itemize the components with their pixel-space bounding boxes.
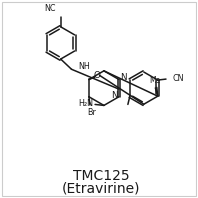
Text: H₂N: H₂N — [79, 99, 94, 108]
Text: O: O — [94, 71, 101, 80]
Text: CN: CN — [172, 74, 184, 83]
Text: TMC125: TMC125 — [73, 168, 129, 183]
Text: NC: NC — [44, 5, 56, 13]
Text: NH: NH — [78, 62, 89, 71]
Text: Me: Me — [149, 76, 160, 85]
Text: (Etravirine): (Etravirine) — [62, 181, 140, 195]
Text: Br: Br — [87, 108, 96, 117]
Text: N: N — [120, 73, 127, 82]
Text: N: N — [111, 91, 118, 100]
